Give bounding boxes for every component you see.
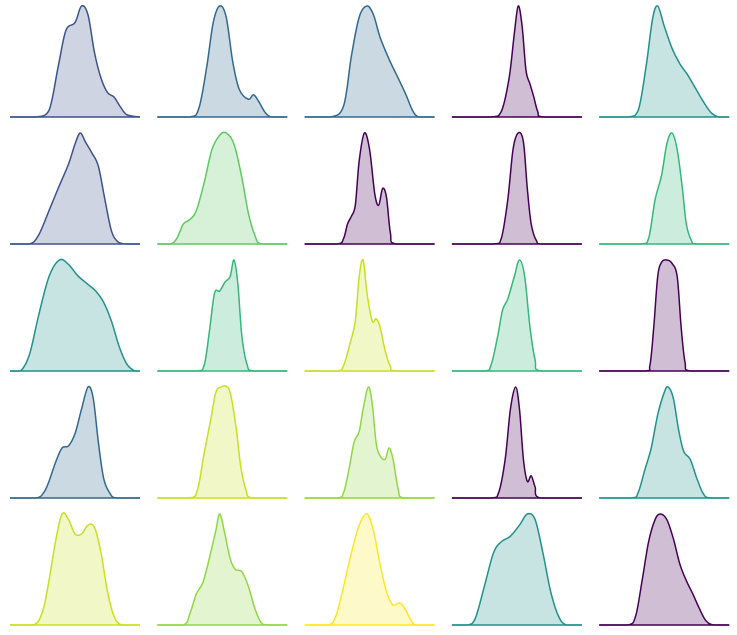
density-area xyxy=(599,386,730,498)
density-panel xyxy=(599,5,730,118)
density-panel xyxy=(599,513,730,626)
density-area xyxy=(451,513,582,625)
density-area xyxy=(157,513,288,625)
density-panel xyxy=(451,259,582,372)
density-line xyxy=(157,513,288,626)
density-panel xyxy=(157,259,288,372)
density-area xyxy=(10,132,140,244)
density-line xyxy=(451,5,582,118)
density-area xyxy=(10,386,140,498)
density-panel xyxy=(10,4,141,118)
density-area xyxy=(599,514,730,625)
density-line xyxy=(304,132,435,245)
density-panel xyxy=(9,258,140,372)
density-area xyxy=(157,259,288,371)
density-line xyxy=(10,385,140,499)
density-panel xyxy=(599,132,730,245)
density-panel xyxy=(451,131,582,245)
density-line xyxy=(451,512,582,626)
density-area xyxy=(451,5,582,117)
density-panel xyxy=(157,385,288,499)
density-line xyxy=(599,5,730,118)
density-area xyxy=(10,5,140,117)
density-line xyxy=(157,259,288,372)
density-area xyxy=(157,385,288,498)
density-area xyxy=(304,132,435,244)
density-panel xyxy=(10,512,141,626)
density-line xyxy=(157,5,288,118)
density-line xyxy=(304,513,435,626)
density-line xyxy=(599,513,730,626)
panel-grid xyxy=(9,4,730,626)
density-panel xyxy=(599,259,730,372)
density-area xyxy=(157,132,288,244)
density-panel xyxy=(304,132,435,245)
density-area xyxy=(304,259,435,371)
density-panel xyxy=(304,5,435,118)
density-panel xyxy=(10,132,140,245)
density-area xyxy=(10,259,140,371)
density-panel xyxy=(599,386,730,499)
density-panel xyxy=(157,513,288,626)
density-panel xyxy=(304,513,435,626)
density-line xyxy=(599,259,730,372)
density-line xyxy=(304,258,435,372)
density-panel xyxy=(10,385,140,499)
density-line xyxy=(157,385,288,499)
density-area xyxy=(451,260,582,371)
density-line xyxy=(304,386,435,499)
density-area xyxy=(304,5,435,117)
density-line xyxy=(9,258,140,372)
density-area xyxy=(304,513,435,625)
density-panel xyxy=(304,386,435,499)
density-panel xyxy=(304,258,435,372)
density-panel xyxy=(451,386,582,499)
density-area xyxy=(451,132,582,244)
density-line xyxy=(157,131,288,245)
density-area xyxy=(599,5,730,118)
density-area xyxy=(304,386,435,498)
density-line xyxy=(10,512,141,626)
density-line xyxy=(599,386,730,499)
density-line xyxy=(304,5,435,118)
density-area xyxy=(10,512,140,625)
density-line xyxy=(10,4,141,118)
density-line xyxy=(451,131,582,245)
density-panel xyxy=(451,512,582,626)
density-line xyxy=(451,386,582,499)
density-line xyxy=(451,259,582,372)
density-panel xyxy=(451,5,582,118)
density-line xyxy=(599,132,730,245)
density-area xyxy=(157,5,288,118)
density-area xyxy=(451,387,582,498)
density-area xyxy=(599,259,730,371)
density-panel xyxy=(157,5,288,118)
density-panel xyxy=(157,131,288,245)
density-area xyxy=(599,132,730,244)
density-line xyxy=(10,132,140,245)
